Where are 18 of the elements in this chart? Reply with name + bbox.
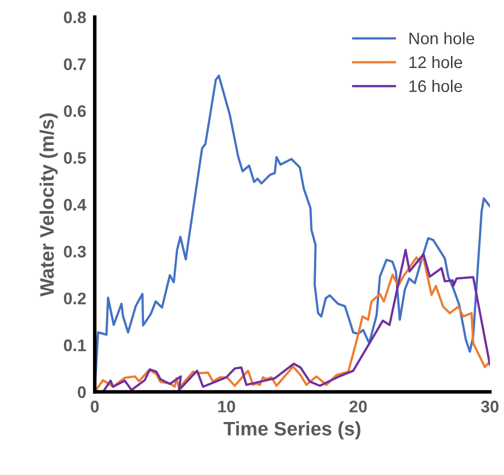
y-tick-label: 0.6 [64, 105, 86, 117]
x-tick-label: 10 [218, 400, 236, 412]
legend-label: 12 hole [409, 56, 462, 68]
x-tick-label: 30 [481, 400, 498, 412]
x-tick-label: 20 [349, 400, 367, 412]
y-tick-label: 0.8 [64, 12, 86, 24]
y-tick-label: 0.4 [64, 198, 86, 211]
y-tick-label: 0.7 [64, 58, 86, 70]
x-tick-label: 0 [90, 400, 99, 412]
y-tick-label: 0.3 [64, 246, 86, 258]
legend-label: 16 hole [409, 80, 462, 92]
y-tick-label: 0.2 [64, 292, 86, 304]
y-axis-title: Water Velocity (m/s) [40, 113, 58, 296]
legend-label: Non hole [410, 32, 474, 44]
y-tick-label: 0.5 [64, 152, 86, 164]
x-axis-title: Time Series (s) [224, 421, 360, 440]
y-tick-label: 0.1 [64, 339, 86, 352]
y-tick-label: 0 [78, 386, 86, 398]
